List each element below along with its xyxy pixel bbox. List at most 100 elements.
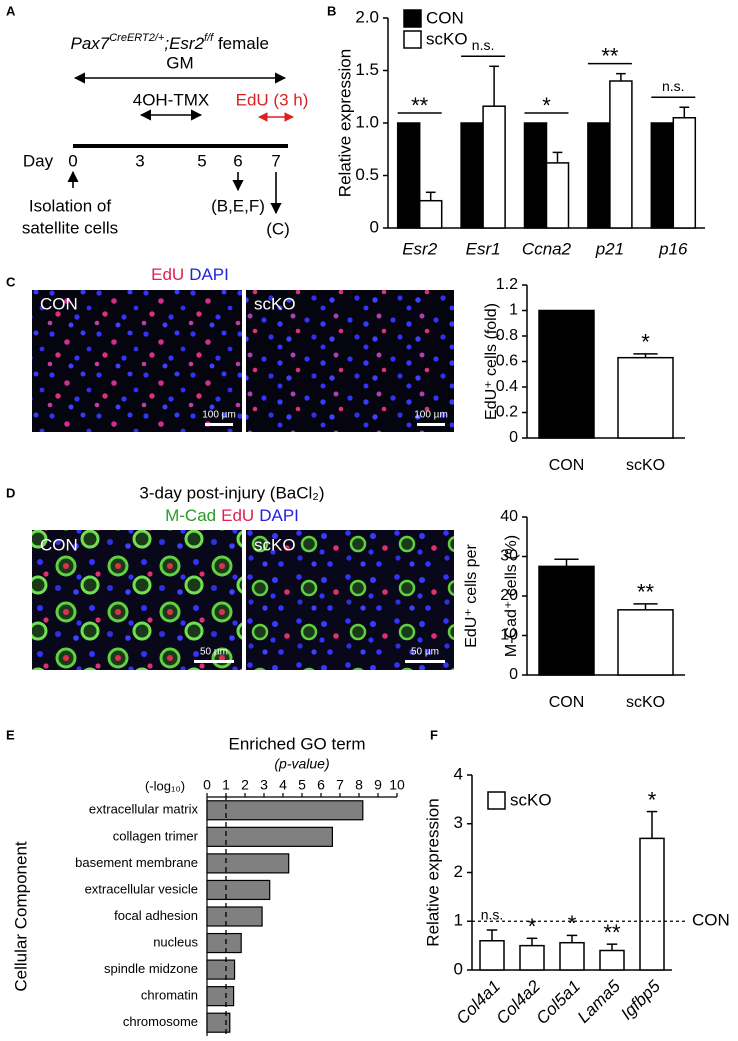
bar	[418, 199, 443, 229]
genotype-part: CreERT2/+	[109, 32, 165, 44]
bar	[617, 609, 674, 676]
y-tick-label: chromatin	[141, 988, 198, 1003]
image-title: 3-day post-injury (BaCl₂)	[139, 483, 324, 502]
legend-label: CON	[426, 8, 464, 27]
x-tick-label: p16	[658, 239, 688, 258]
panel-label: E	[6, 727, 15, 742]
error-bar	[425, 191, 436, 201]
y-tick-label: 20	[500, 587, 518, 604]
y-tick-label: 0.5	[355, 165, 379, 184]
error-bar	[489, 65, 499, 107]
sample-label: (C)	[266, 219, 290, 238]
panel-label: F	[430, 727, 438, 742]
x-tick-label: 8	[355, 777, 363, 793]
scale-bar	[194, 660, 234, 663]
isolation-label: Isolation of	[29, 196, 111, 215]
legend-swatch	[403, 9, 422, 28]
y-tick-label: 1.2	[496, 276, 518, 293]
y-tick-label: 0	[370, 217, 379, 236]
x-tick-label: 4	[279, 777, 287, 793]
x-tick-label: Lama5	[574, 976, 625, 1027]
isolation-label: satellite cells	[22, 218, 118, 237]
error-bar	[679, 106, 690, 118]
error-bar	[633, 353, 658, 358]
legend-swatch	[487, 791, 506, 810]
bar	[587, 122, 611, 229]
significance: **	[601, 43, 619, 68]
day-number: 7	[271, 151, 280, 170]
group-label: scKO	[254, 294, 296, 313]
y-tick-label: focal adhesion	[114, 908, 198, 923]
scale-bar	[405, 660, 445, 663]
significance: n.s.	[472, 37, 495, 53]
stain: DAPI	[259, 506, 299, 525]
error-bar	[646, 810, 658, 839]
bar	[609, 80, 633, 229]
y-tick-label: 30	[500, 548, 518, 565]
error-bar	[606, 943, 618, 951]
genotype: Pax7CreERT2/+;Esr2f/f female	[47, 32, 283, 54]
micrograph	[32, 530, 242, 670]
y-tick-label: extracellular vesicle	[85, 881, 198, 896]
error-bar	[526, 937, 538, 946]
y-tick-label: 10	[500, 627, 518, 644]
y-tick-label: 40	[500, 508, 518, 525]
chart-title: Enriched GO term	[229, 734, 366, 753]
x-tick-label: 3	[260, 777, 268, 793]
x-tick-label: CON	[549, 694, 585, 711]
legend-swatch	[403, 30, 422, 49]
genotype-part: ;Esr2	[164, 34, 204, 53]
y-tick-label: 0.6	[496, 353, 518, 370]
stain: EdU	[221, 506, 254, 525]
tmx-label: 4OH-TMX	[133, 90, 210, 109]
significance: **	[603, 920, 621, 945]
timeline: Pax7CreERT2/+;Esr2f/f female GM 4OH-TMX …	[22, 32, 309, 239]
x-tick-label: Col4a1	[452, 977, 504, 1029]
panel-label: D	[6, 485, 15, 500]
y-tick-label: 0.2	[496, 404, 518, 421]
x-axis-label: (-log₁₀)	[145, 778, 185, 793]
bar	[206, 879, 271, 901]
y-tick-label: 0.8	[496, 327, 518, 344]
scale-label: 100 µm	[202, 410, 236, 421]
y-axis-label: M-Cad⁺ cells (%)	[503, 535, 520, 657]
y-tick-label: 3	[454, 813, 463, 832]
bar	[206, 826, 334, 847]
y-tick-label: 0	[509, 666, 518, 683]
significance: *	[542, 93, 551, 118]
micrograph	[246, 530, 454, 670]
significance: *	[641, 330, 650, 355]
stain: EdU	[151, 265, 184, 284]
x-tick-label: scKO	[626, 457, 665, 474]
group-label: scKO	[254, 535, 296, 554]
scale-label: 50 µm	[200, 647, 228, 658]
genotype-part: Pax7	[70, 34, 109, 53]
bar	[559, 941, 585, 971]
y-tick-label: 1	[454, 911, 463, 930]
error-bar	[554, 558, 579, 567]
x-tick-label: Igfbp5	[617, 976, 664, 1023]
y-tick-label: 0.4	[496, 378, 518, 395]
x-tick-label: CON	[549, 457, 585, 474]
y-tick-label: 0	[509, 429, 518, 446]
panel-label: C	[6, 274, 16, 289]
day-label: Day	[23, 151, 54, 170]
bar	[545, 162, 570, 229]
legend-label: scKO	[426, 29, 468, 48]
stain-legend: EdU DAPI	[151, 265, 229, 284]
y-tick-label: nucleus	[153, 934, 198, 949]
error-bar	[552, 151, 563, 163]
y-tick-label: 1.0	[355, 112, 379, 131]
gm-label: GM	[166, 53, 193, 72]
bar	[639, 837, 665, 971]
sample-label: (B,E,F)	[211, 196, 265, 215]
chart-subtitle: (p-value)	[274, 756, 329, 772]
bar	[538, 565, 595, 676]
panel-label: A	[6, 3, 16, 18]
stain-legend: M-Cad EdU DAPI	[165, 506, 299, 525]
y-tick-label: 0	[454, 959, 463, 978]
scale-label: 100 µm	[414, 410, 448, 421]
edu-label: EdU (3 h)	[236, 90, 309, 109]
bar	[482, 105, 506, 229]
